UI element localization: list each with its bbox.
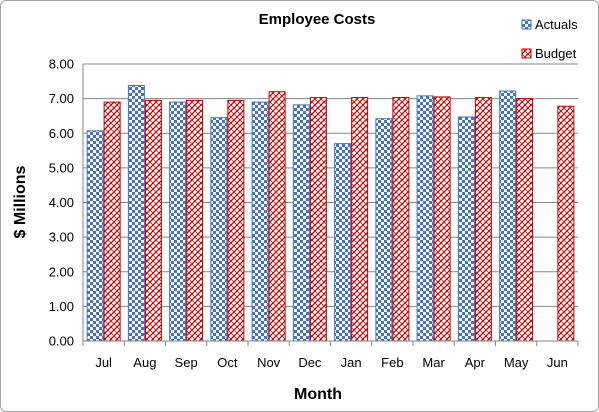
x-tick-label: Nov [257,355,281,370]
y-tick-label: 0.00 [49,334,74,349]
y-tick-label: 6.00 [49,126,74,141]
x-tick-label: Jun [547,355,568,370]
x-axis-title: Month [294,386,342,403]
x-tick-labels: Jul Aug Sep Oct Nov Dec Jan Feb Mar Apr May Jun [95,355,568,370]
y-tick-label: 5.00 [49,160,74,175]
x-tick-label: Apr [465,355,486,370]
gridlines [83,63,578,307]
x-tick-label: Mar [422,355,445,370]
y-tick-label: 4.00 [49,195,74,210]
x-tick-label: Oct [217,355,238,370]
bar-budget-oct [227,99,245,342]
legend-swatch-actuals [521,19,532,30]
x-tick-label: Dec [298,355,322,370]
bar-budget-jul [103,101,121,342]
bar-budget-mar [433,96,451,342]
legend-label-actuals: Actuals [535,17,578,32]
bar-actuals-dec [292,104,310,342]
bar-actuals-mar [416,95,434,342]
x-tick-label: Jul [95,355,112,370]
bar-budget-jun [557,105,575,342]
y-axis-title: $ Millions [12,165,29,238]
legend-swatch-budget [521,48,532,59]
y-tick-label: 7.00 [49,91,74,106]
x-tick-label: Aug [133,355,156,370]
legend: Actuals Budget [521,17,578,61]
bar-budget-nov [268,91,286,342]
bar-budget-apr [474,97,492,342]
legend-label-budget: Budget [535,46,577,61]
bar-actuals-sep [169,101,187,342]
bar-budget-aug [144,99,162,342]
bar-actuals-oct [210,117,228,342]
bar-actuals-apr [457,116,475,342]
chart-title: Employee Costs [259,11,376,28]
y-tick-label: 1.00 [49,299,74,314]
bar-budget-dec [309,97,327,342]
x-tick-label: Sep [175,355,198,370]
bar-actuals-jan [334,143,352,342]
x-tick-label: Jan [341,355,362,370]
bar-budget-sep [186,99,204,342]
x-tick-label: Feb [381,355,403,370]
bar-budget-feb [392,97,410,342]
bar-actuals-feb [375,118,393,342]
bar-actuals-may [499,90,517,342]
y-tick-label: 3.00 [49,230,74,245]
y-tick-label: 2.00 [49,264,74,279]
y-tick-labels: 0.00 1.00 2.00 3.00 4.00 5.00 6.00 7.00 8.00 [49,57,74,349]
x-tick-label: May [504,355,529,370]
bar-actuals-nov [251,101,269,342]
bar-actuals-aug [127,84,145,342]
axes [82,64,579,346]
bar-budget-may [516,98,534,342]
bars [86,84,575,342]
bar-actuals-jul [86,130,104,342]
bar-budget-jan [351,97,369,342]
y-tick-label: 8.00 [49,57,74,72]
